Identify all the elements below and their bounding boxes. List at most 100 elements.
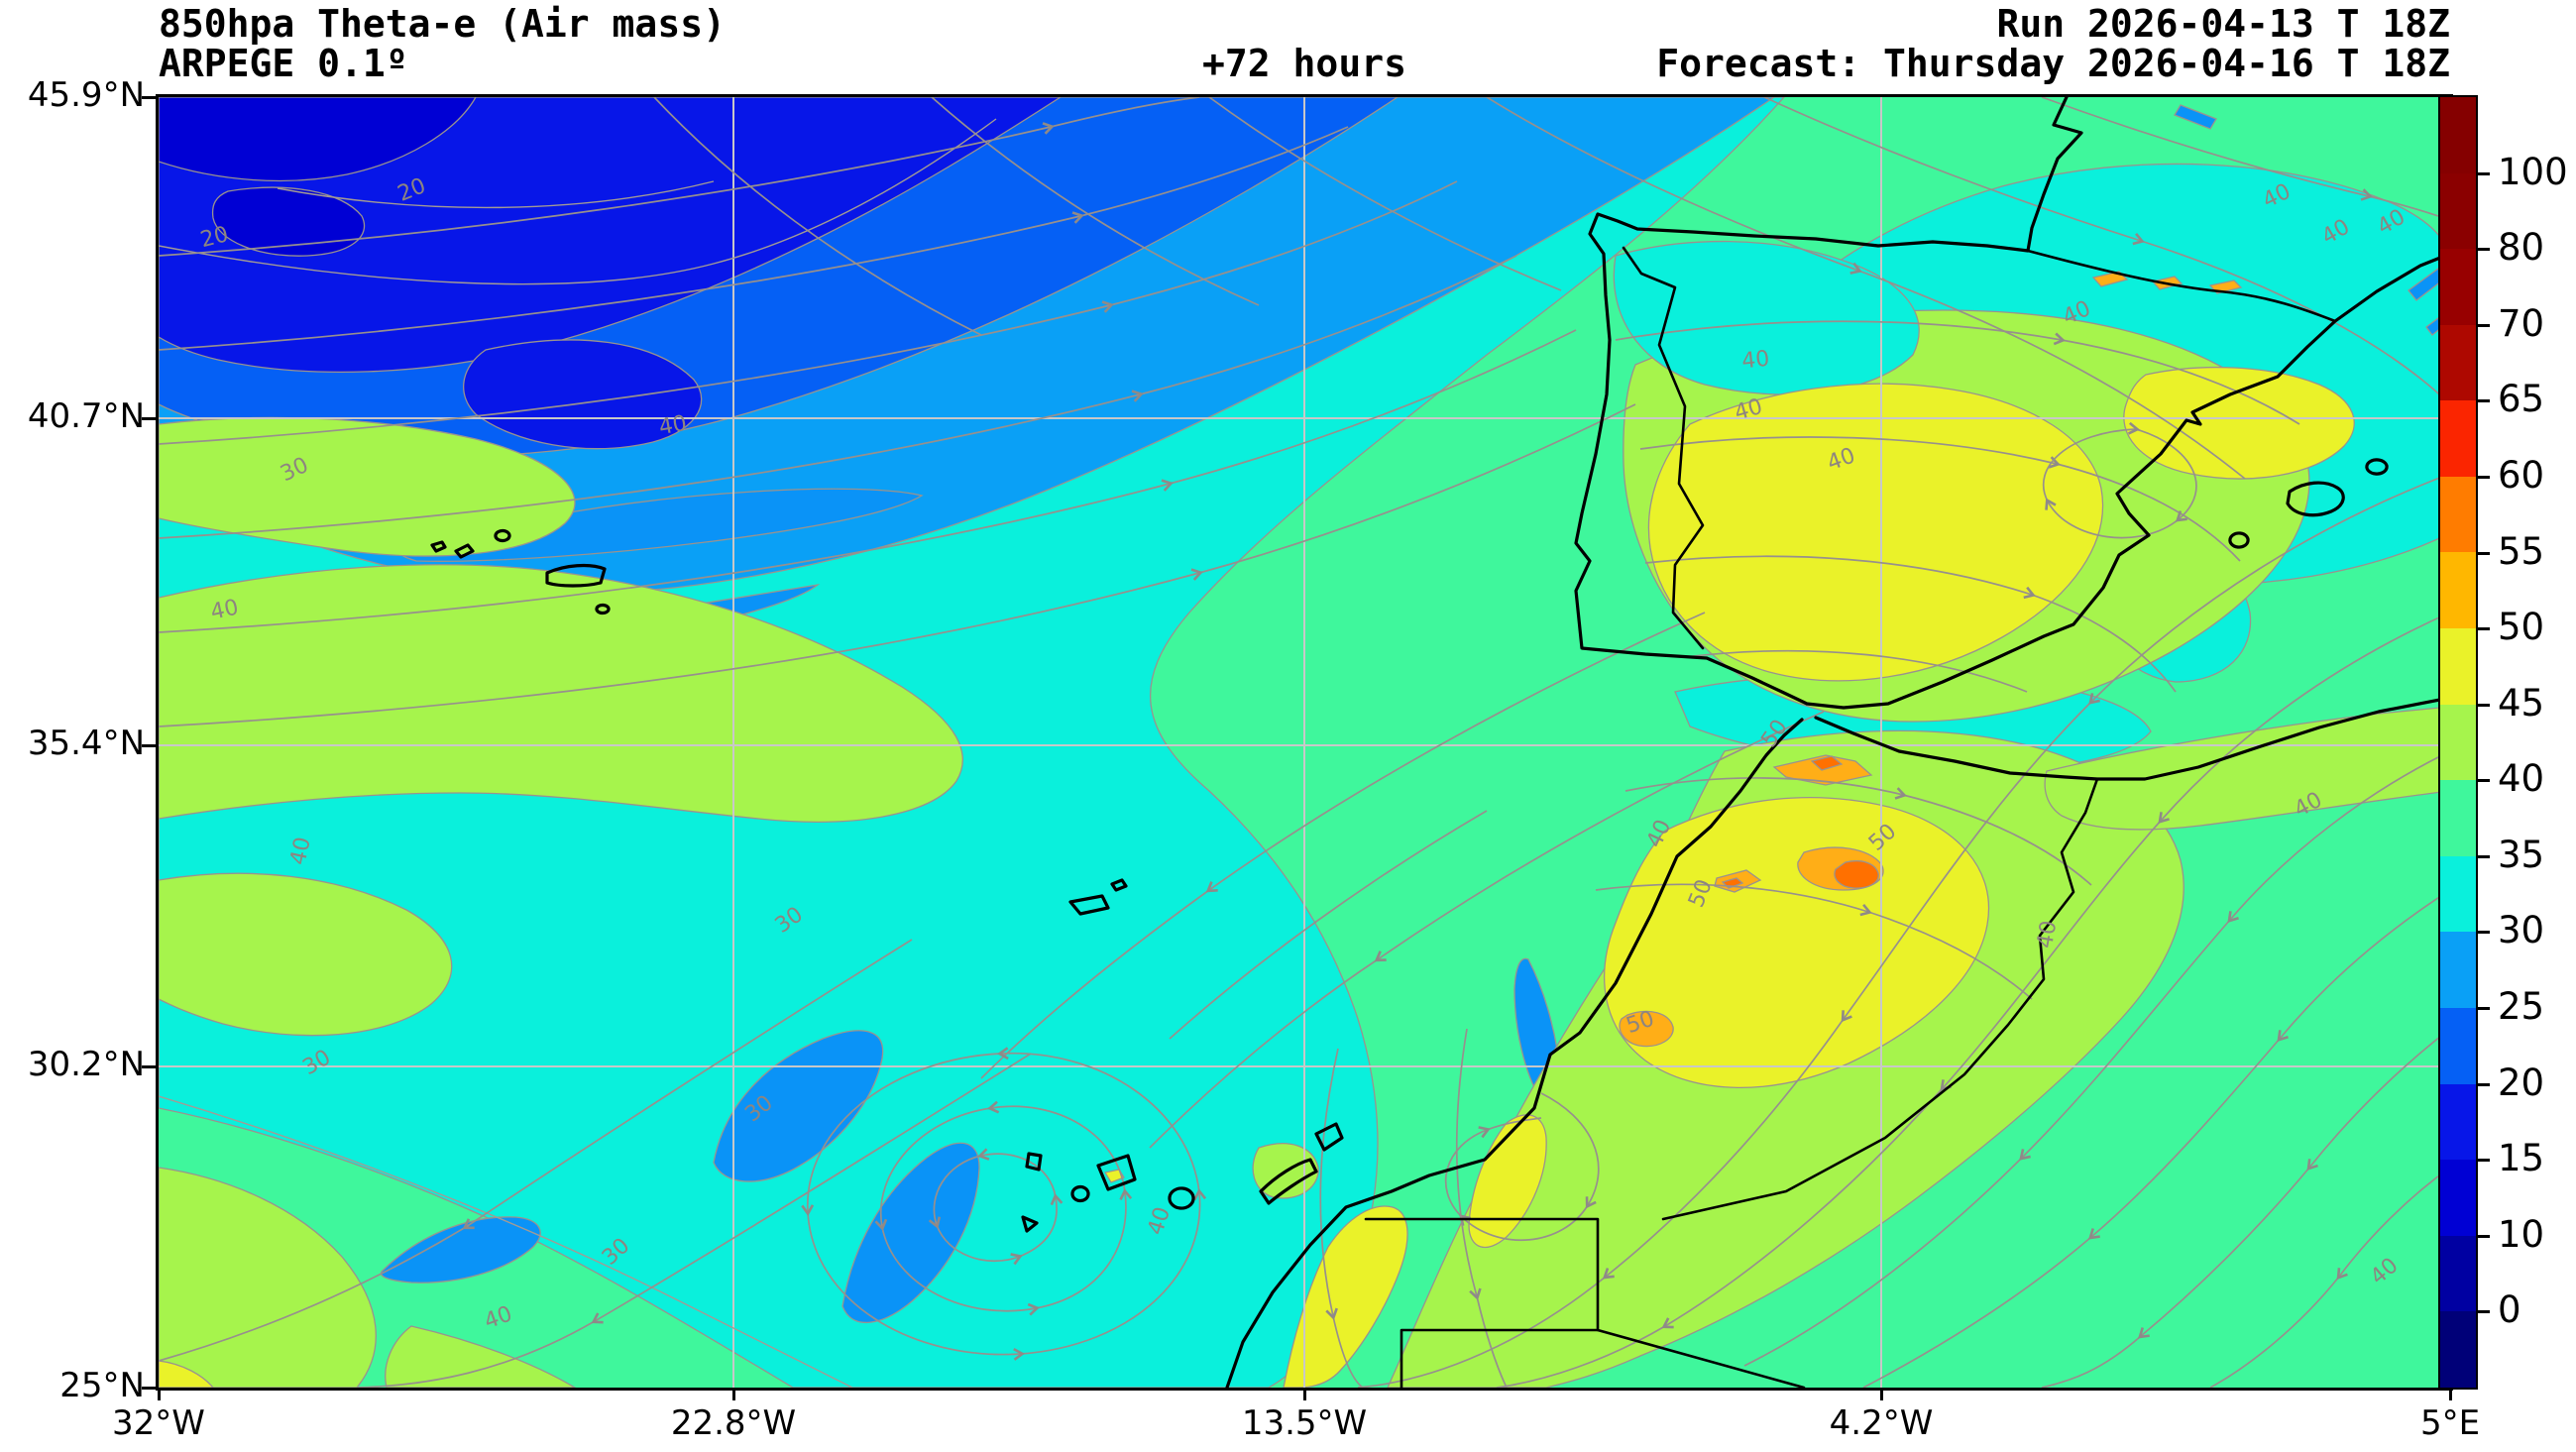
contour-value-label: 40 (1740, 347, 1770, 375)
contour-lines (159, 118, 997, 1388)
colorbar-tick (2478, 1007, 2490, 1011)
island-madeira (1068, 894, 1110, 916)
coast-iberia-france (1574, 97, 2450, 710)
island-la-palma (1025, 1152, 1043, 1172)
colorbar (2438, 95, 2478, 1390)
island-fuerteventura (1259, 1158, 1318, 1205)
y-axis-label: 40.7°N (27, 396, 145, 436)
colorbar-segment (2440, 400, 2476, 477)
island-azores-2 (454, 543, 475, 559)
island-menorca (2365, 458, 2389, 476)
x-axis-label: 13.5°W (1241, 1403, 1368, 1443)
colorbar-segment (2440, 97, 2476, 173)
colorbar-segment (2440, 628, 2476, 705)
border-portugal (1622, 246, 1705, 650)
y-axis-label: 35.4°N (27, 724, 145, 763)
colorbar-tick (2478, 171, 2490, 175)
colorbar-tick-label: 50 (2498, 606, 2545, 649)
y-axis-tick (142, 1065, 156, 1068)
colorbar-tick (2478, 779, 2490, 783)
y-axis-tick (142, 96, 156, 99)
colorbar-tick (2478, 1082, 2490, 1086)
border-pyrenees (2026, 249, 2337, 323)
island-hierro (1021, 1215, 1039, 1233)
colorbar-tick-label: 55 (2498, 529, 2545, 573)
colorbar-segment (2440, 552, 2476, 629)
model-label: ARPEGE 0.1º (159, 42, 408, 85)
colorbar-tick-label: 25 (2498, 985, 2545, 1029)
y-axis-tick (142, 1387, 156, 1390)
y-axis-label: 25°N (59, 1366, 145, 1405)
colorbar-tick (2478, 399, 2490, 403)
contour-value-label: 40 (208, 596, 241, 625)
colorbar-tick-label: 45 (2498, 681, 2545, 725)
contour-value-label: 40 (286, 835, 316, 867)
colorbar-segment (2440, 1083, 2476, 1161)
island-santa-maria (595, 603, 611, 615)
colorbar-segment (2440, 1235, 2476, 1312)
chart-title: 850hpa Theta-e (Air mass) (159, 2, 726, 46)
streamlines (159, 97, 2450, 1388)
y-axis-tick (142, 417, 156, 420)
colorbar-tick (2478, 1234, 2490, 1238)
colorbar-tick (2478, 627, 2490, 631)
island-tenerife (1096, 1154, 1137, 1191)
map-panel: 20 20 30 30 30 30 30 40 40 40 40 40 40 40 40 40 40 40 40 40… (156, 94, 2453, 1391)
colorbar-tick (2478, 248, 2490, 252)
colorbar-tick (2478, 931, 2490, 935)
contour-value-label: 40 (657, 411, 689, 440)
x-axis-label: 4.2°W (1829, 1403, 1934, 1443)
colorbar-segment (2440, 476, 2476, 553)
y-axis-label: 45.9°N (27, 75, 145, 115)
colorbar-tick (2478, 854, 2490, 858)
border-morocco-algeria (1661, 777, 2099, 1221)
island-lanzarote (1314, 1122, 1344, 1152)
colorbar-segment (2440, 172, 2476, 250)
colorbar-tick-label: 0 (2498, 1288, 2521, 1332)
lead-time-label: +72 hours (1202, 42, 1406, 85)
colorbar-segment (2440, 932, 2476, 1008)
colorbar-segment (2440, 249, 2476, 325)
colorbar-tick-label: 70 (2498, 301, 2545, 345)
colorbar-segment (2440, 704, 2476, 781)
x-axis-label: 5°E (2419, 1403, 2481, 1443)
colorbar-tick (2478, 1310, 2490, 1314)
forecast-label: Forecast: Thursday 2026-04-16 T 18Z (1656, 42, 2450, 85)
colorbar-tick (2478, 1159, 2490, 1163)
x-axis-tick (1303, 1389, 1306, 1400)
colorbar-tick-label: 35 (2498, 833, 2545, 876)
colorbar-segment (2440, 855, 2476, 933)
colorbar-segment (2440, 1160, 2476, 1236)
colorbar-tick-label: 15 (2498, 1137, 2545, 1180)
colorbar-tick-label: 20 (2498, 1061, 2545, 1104)
colorbar-tick (2478, 703, 2490, 707)
coastlines (430, 97, 2450, 1388)
colorbar-tick (2478, 551, 2490, 555)
x-axis-tick (732, 1389, 735, 1400)
colorbar-tick-label: 65 (2498, 378, 2545, 421)
island-ibiza (2228, 531, 2250, 549)
border-algeria-mauritania (1596, 1328, 1806, 1388)
colorbar-tick-label: 80 (2498, 226, 2545, 270)
x-axis-tick (158, 1389, 161, 1400)
colorbar-tick-label: 100 (2498, 150, 2568, 193)
y-axis-tick (142, 744, 156, 747)
x-axis-tick (2449, 1389, 2452, 1400)
run-label: Run 2026-04-13 T 18Z (1996, 2, 2450, 46)
colorbar-tick-label: 60 (2498, 453, 2545, 497)
island-azores-1 (494, 528, 511, 543)
x-axis-label: 22.8°W (670, 1403, 797, 1443)
colorbar-segment (2440, 780, 2476, 856)
island-mallorca (2286, 481, 2345, 517)
colorbar-tick-label: 40 (2498, 757, 2545, 801)
island-sao-miguel (545, 563, 607, 588)
contour-value-label: 40 (2033, 919, 2062, 950)
colorbar-tick (2478, 323, 2490, 327)
colorbar-segment (2440, 1007, 2476, 1084)
island-gran-canaria (1168, 1186, 1195, 1210)
colorbar-tick-label: 30 (2498, 909, 2545, 952)
coast-morocco-atlantic (1225, 718, 1804, 1388)
colorbar-segment (2440, 324, 2476, 401)
island-azores-3 (430, 540, 447, 553)
